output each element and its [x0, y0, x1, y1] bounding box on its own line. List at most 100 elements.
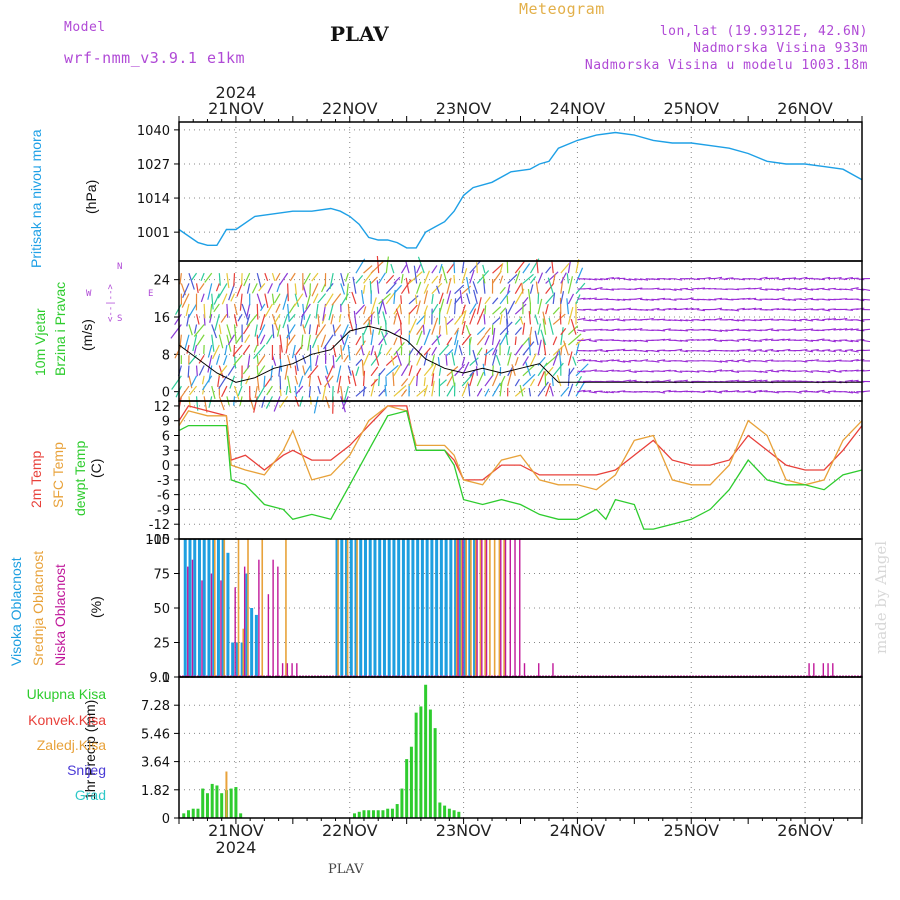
- wind-barb: [702, 328, 711, 331]
- wind-barb: [226, 273, 230, 289]
- compass-south: S: [117, 314, 123, 324]
- wind-barb: [324, 396, 330, 409]
- wind-barb: [594, 360, 603, 363]
- wind-barb: [475, 366, 478, 376]
- cloud-low-bar: [286, 663, 289, 677]
- wind-barb: [748, 319, 757, 322]
- cloud-high-bar: [392, 539, 396, 677]
- wind-barb: [214, 314, 220, 331]
- cloud-mid-bar: [285, 539, 287, 677]
- wind-barb: [461, 285, 472, 295]
- wind-barb: [279, 395, 289, 409]
- cloud-high-bar: [193, 539, 197, 677]
- wind-barb: [499, 307, 507, 315]
- x-tick-label-bottom: 21NOV: [208, 821, 264, 840]
- wind-barb: [484, 374, 494, 387]
- precip-total-bar: [400, 788, 404, 818]
- cloud-high-bar: [349, 539, 353, 677]
- wind-barb: [244, 334, 251, 344]
- wind-barb: [657, 391, 666, 394]
- wind-barb: [856, 278, 865, 281]
- wind-barb: [454, 363, 466, 377]
- wind-barb: [331, 293, 342, 306]
- wind-barb: [645, 370, 654, 373]
- wind-barb: [301, 303, 311, 318]
- wind-barb: [307, 334, 311, 351]
- wind-barb: [499, 314, 503, 325]
- wind-barb: [454, 295, 462, 305]
- wind-barb: [560, 262, 570, 274]
- wind-barb: [340, 344, 343, 360]
- wind-barb: [213, 303, 220, 313]
- wind-barb: [499, 330, 509, 346]
- wind-barb: [534, 330, 539, 346]
- wind-barb: [524, 361, 532, 376]
- wind-barb: [423, 305, 429, 315]
- x-tick-label-top: 22NOV: [322, 99, 378, 118]
- wind-barb: [594, 338, 603, 341]
- wind-barb: [799, 339, 808, 341]
- wind-barb: [416, 353, 423, 366]
- compass-east: E: [148, 289, 154, 299]
- wind-barb: [446, 337, 453, 346]
- wind-barb: [461, 320, 466, 335]
- cloud-tick-label: 50: [153, 602, 170, 617]
- wind-barb: [805, 308, 814, 311]
- year-label-top: 2024: [216, 83, 257, 102]
- wind-barb: [438, 274, 443, 284]
- precip-total-bar: [239, 813, 243, 818]
- wind-barb: [759, 370, 768, 374]
- wind-barb: [567, 383, 574, 397]
- wind-barb: [431, 265, 438, 274]
- wind-barb: [294, 375, 299, 385]
- cloud-low-bar: [457, 539, 459, 677]
- wind-barb: [195, 365, 198, 377]
- temp-series-line: [178, 410, 863, 530]
- wind-barb: [370, 276, 378, 284]
- wind-barb: [188, 303, 198, 318]
- wind-barb: [476, 388, 483, 397]
- wind-barb: [850, 328, 859, 331]
- wind-barb: [713, 276, 723, 280]
- cloud-high-bar: [425, 539, 429, 677]
- cloud-mid-bar: [484, 539, 486, 677]
- wind-barb: [484, 388, 490, 397]
- wind-barb: [529, 276, 537, 284]
- wind-barb: [782, 369, 791, 372]
- wind-barb: [445, 354, 448, 366]
- wind-barb: [776, 288, 785, 291]
- wind-barb: [303, 272, 311, 285]
- wind-barb: [696, 287, 706, 290]
- wind-barb: [657, 329, 666, 332]
- wind-barb: [588, 339, 597, 343]
- wind-barb: [300, 334, 304, 350]
- wind-barb: [611, 277, 620, 280]
- wind-barb: [362, 385, 366, 397]
- wind-barb: [588, 288, 597, 291]
- wind-barb: [514, 336, 517, 346]
- wind-barb: [522, 341, 535, 356]
- cloud-high-bar: [345, 539, 349, 677]
- wind-barb: [237, 313, 243, 322]
- wind-barb: [799, 348, 808, 352]
- wind-barb: [201, 375, 205, 385]
- wind-barb: [385, 364, 399, 377]
- wind-barb: [605, 308, 614, 311]
- x-tick-label-bottom: 26NOV: [777, 821, 833, 840]
- wind-barb: [594, 348, 603, 352]
- wind-barb: [827, 390, 836, 393]
- wind-barb: [731, 390, 740, 393]
- wind-barb: [211, 334, 215, 352]
- wind-barb: [575, 380, 586, 397]
- wind-barb: [770, 288, 780, 291]
- wind-barb: [522, 297, 529, 305]
- wind-barb: [182, 283, 190, 298]
- wind-barb: [528, 338, 532, 356]
- wind-barb: [594, 287, 603, 290]
- wind-barb: [674, 319, 683, 322]
- wind-barb: [861, 369, 871, 372]
- wind-barb: [295, 385, 304, 395]
- wind-barb: [256, 334, 259, 346]
- wind-barb: [293, 293, 304, 307]
- wind-barb: [390, 355, 395, 366]
